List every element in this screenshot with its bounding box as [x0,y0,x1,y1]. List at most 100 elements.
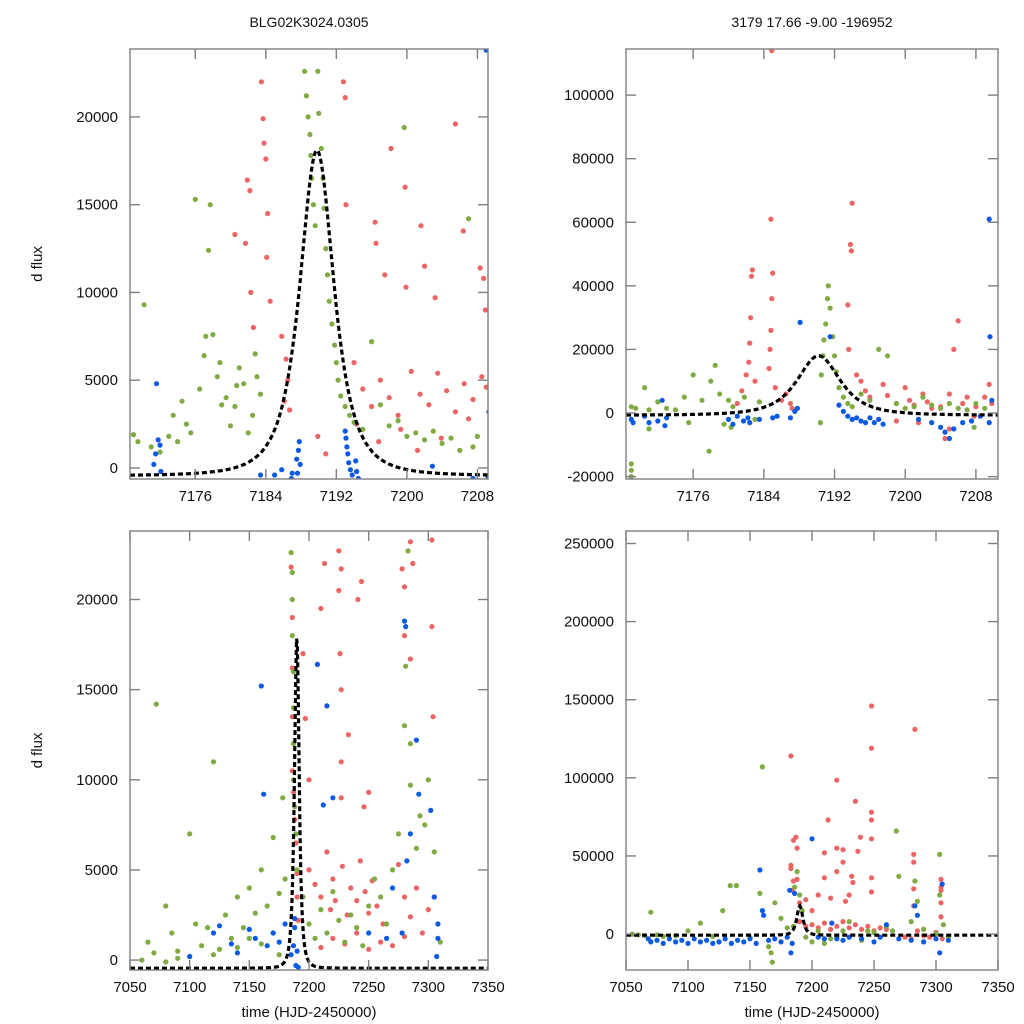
data-point-green [422,822,428,828]
data-point-red [407,656,413,662]
chart-title: 3179 17.66 -9.00 -196952 [731,14,892,30]
data-point-red [946,426,953,432]
data-point-green [929,402,935,408]
data-point-green [329,321,335,327]
data-point-blue [289,470,295,476]
series-blue [628,216,995,442]
data-point-green [139,957,145,963]
data-point-green [193,921,199,927]
data-point-red [388,145,394,152]
data-point-red [768,327,774,333]
data-point-red [421,263,428,269]
data-point-red [854,372,860,378]
data-point-red [302,715,308,722]
data-point-green [439,440,445,446]
data-point-blue [840,408,847,414]
data-point-green [794,869,800,875]
data-point-blue [486,409,488,415]
data-point-green [205,247,212,253]
data-point-blue [292,925,298,931]
data-point-red [955,318,961,324]
data-point-blue [389,885,396,891]
data-point-red [287,407,293,413]
data-point-green [628,404,634,410]
data-point-red [840,847,846,853]
data-point-red [366,789,372,796]
data-point-blue [908,937,914,943]
data-point-green [720,908,726,914]
data-point-green [236,365,242,371]
data-point-blue [912,903,918,909]
data-point-blue [210,930,217,936]
x-axis-label: time (HJD-2450000) [744,1004,879,1021]
data-point-green [169,930,175,936]
data-point-green [466,216,472,222]
data-point-blue [470,475,476,479]
data-point-red [793,834,799,840]
data-point-red [362,889,368,895]
data-point-red [821,920,828,926]
data-point-red [413,885,419,891]
data-point-green [946,400,953,407]
data-point-red [318,894,324,900]
data-point-blue [292,916,298,922]
data-point-blue [294,470,301,476]
data-point-green [628,467,634,473]
data-point-green [797,892,803,898]
series-blue [151,49,488,479]
data-point-red [960,400,966,407]
data-point-blue [157,442,163,448]
data-point-blue [282,921,288,927]
data-point-red [348,885,354,891]
data-point-red [407,914,413,920]
y-tick-label: 20000 [572,341,614,358]
data-point-blue [279,467,285,473]
data-point-red [342,95,348,101]
data-point-green [217,360,223,366]
data-point-blue [968,418,975,424]
data-point-green [982,405,988,411]
data-point-blue [407,831,413,837]
data-point-red [746,359,752,365]
data-point-green [205,925,211,931]
x-tick-label: 7200 [292,979,325,996]
data-point-green [733,883,740,889]
data-point-red [340,79,346,85]
y-tick-label: -20000 [567,469,614,486]
data-point-blue [428,807,434,814]
data-point-green [846,919,852,925]
data-point-blue [836,402,842,408]
data-point-blue [862,420,869,426]
data-point-blue [772,936,778,942]
x-tick-label: 7200 [390,488,423,505]
data-point-blue [728,940,735,947]
series-red [288,537,437,952]
data-point-red [351,360,357,366]
data-point-green [318,145,324,152]
data-point-red [306,777,312,783]
data-point-green [294,867,300,873]
data-point-red [797,919,803,925]
data-point-green [772,900,778,906]
data-point-blue [349,472,355,478]
data-point-green [318,907,324,913]
data-point-red [338,795,344,801]
data-point-red [318,605,324,612]
data-point-red [336,548,342,554]
data-point-red [788,753,794,759]
panel-bottom-right: 7050 7100 7150 7200 7250 7300 7350 0 50000 100000… [564,530,1015,1021]
data-point-blue [646,420,652,426]
data-point-green [407,741,413,747]
data-point-green [717,391,723,397]
data-point-blue [986,420,992,426]
data-point-green [730,404,736,410]
data-point-green [234,944,240,951]
data-point-green [417,813,423,819]
data-point-green [305,114,311,120]
data-point-red [748,273,755,279]
data-point-red [261,140,267,146]
data-point-red [846,925,852,931]
y-tick-label: 10000 [76,284,118,301]
data-point-green [845,400,851,407]
